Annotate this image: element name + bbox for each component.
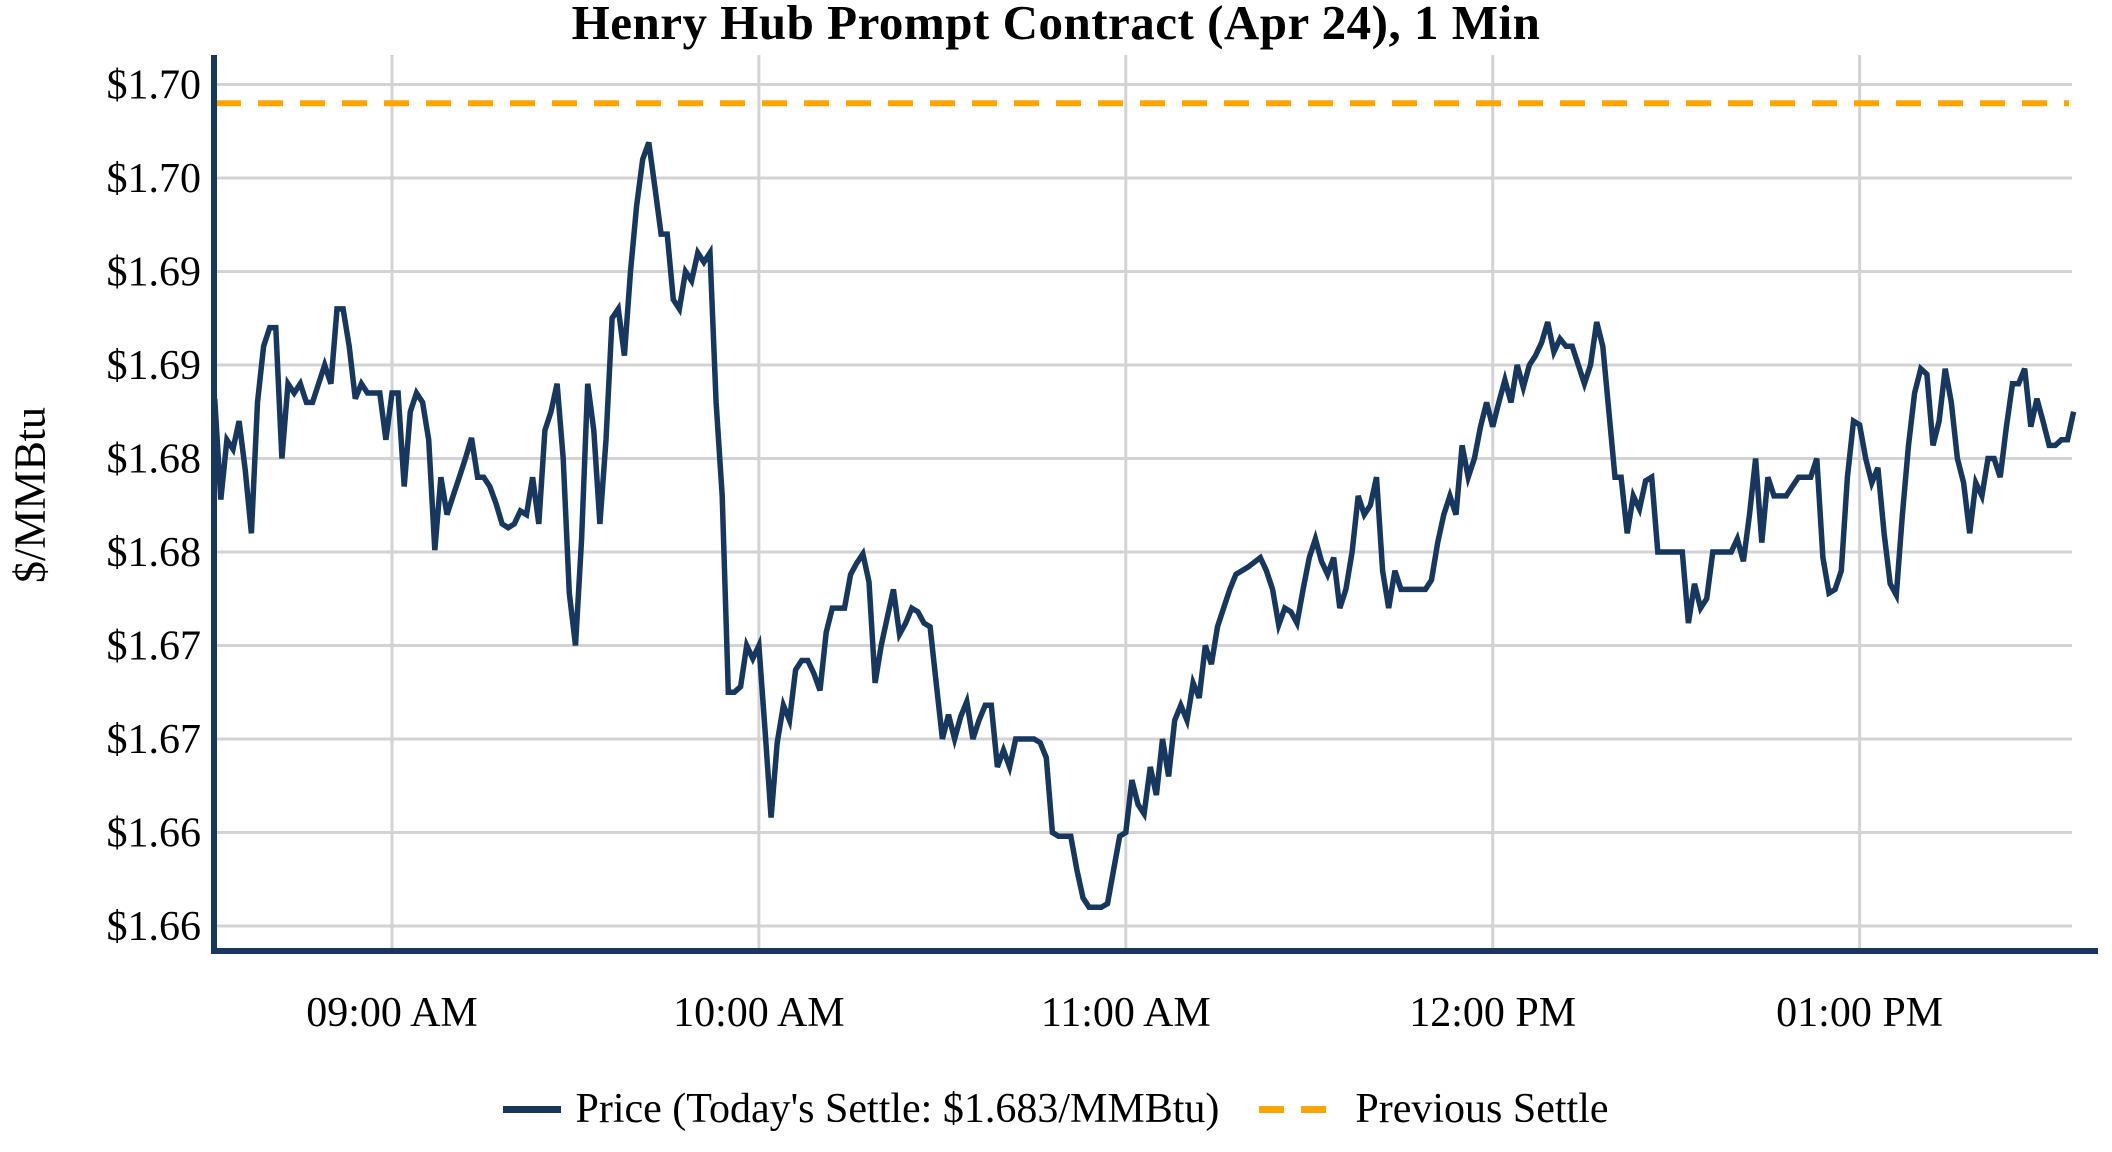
y-tick-label: $1.67 (107, 624, 202, 670)
x-tick-label: 11:00 AM (1041, 990, 1211, 1036)
x-tick-label: 12:00 PM (1409, 990, 1576, 1036)
y-tick-label: $1.66 (107, 811, 202, 857)
y-tick-label: $1.70 (107, 63, 202, 109)
y-tick-label: $1.68 (107, 530, 202, 576)
x-tick-label: 01:00 PM (1776, 990, 1943, 1036)
price-line-legend-swatch (503, 1105, 562, 1113)
previous-settle-legend-swatch (1259, 1105, 1342, 1113)
y-tick-label: $1.70 (107, 156, 202, 202)
y-tick-label: $1.66 (107, 904, 202, 950)
chart-title: Henry Hub Prompt Contract (Apr 24), 1 Mi… (571, 0, 1541, 50)
y-tick-label: $1.68 (107, 437, 202, 483)
y-tick-label: $1.69 (107, 250, 202, 296)
y-tick-label: $1.69 (107, 343, 202, 389)
price-line (211, 141, 2077, 911)
x-tick-label: 09:00 AM (306, 990, 478, 1036)
chart-legend: Price (Today's Settle: $1.683/MMBtu) Pre… (0, 1085, 2112, 1133)
previous-settle-legend-label: Previous Settle (1355, 1086, 1609, 1132)
x-tick-label: 10:00 AM (673, 990, 845, 1036)
y-tick-label: $1.67 (107, 717, 202, 763)
price-legend-label: Price (Today's Settle: $1.683/MMBtu) (575, 1086, 1220, 1132)
